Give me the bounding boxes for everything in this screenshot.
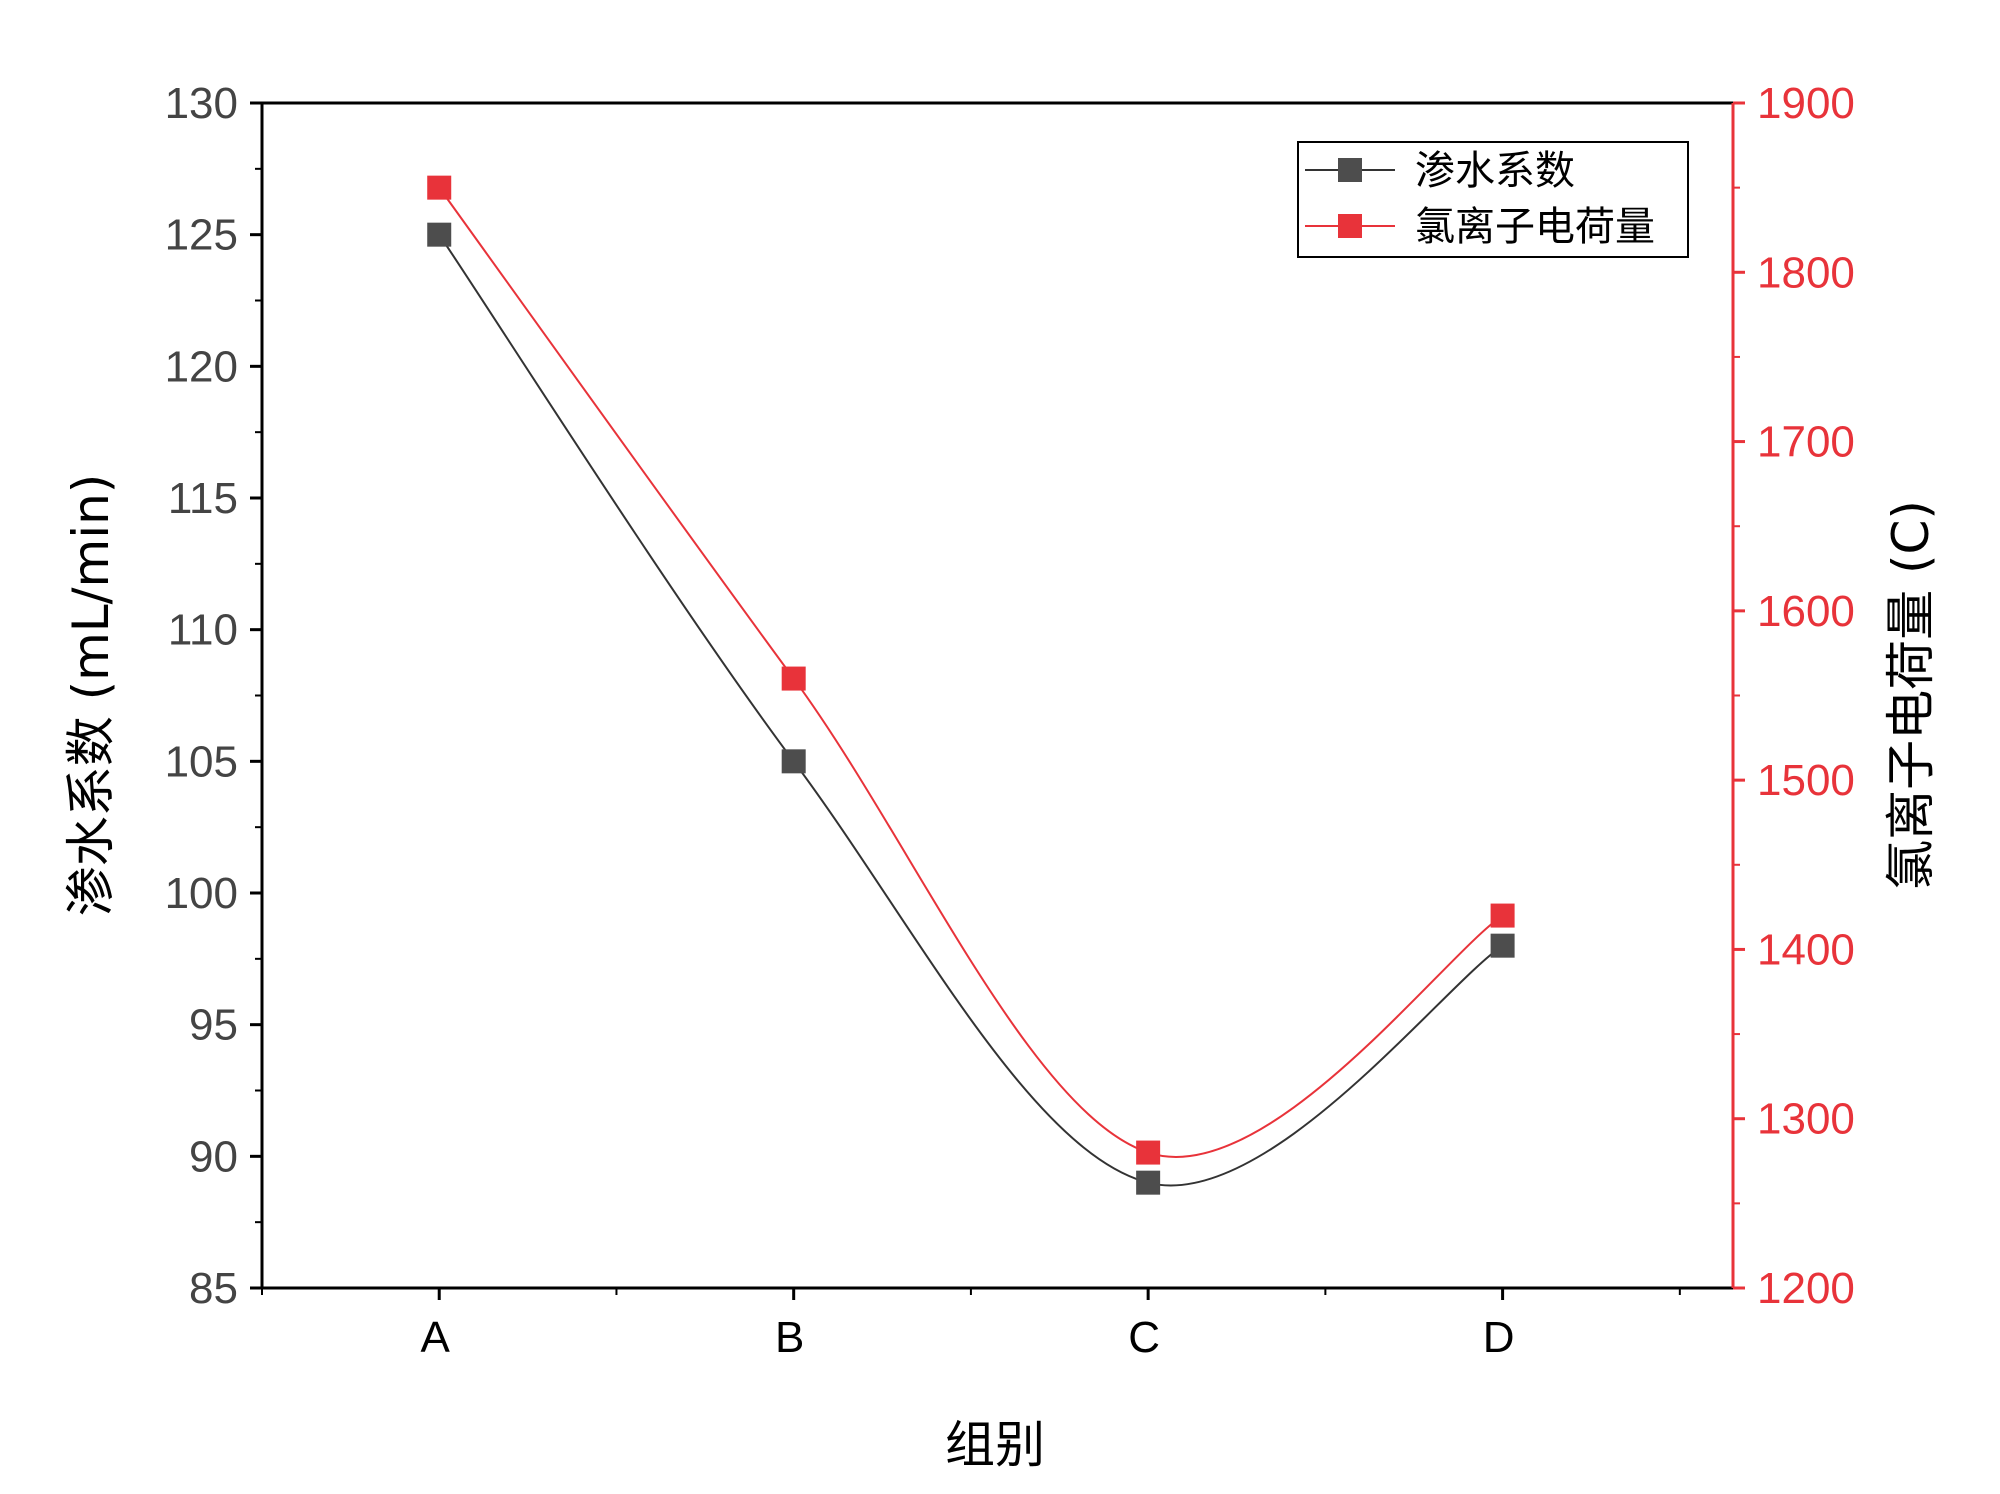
y-axis-left-title: 渗水系数 (mL/min) <box>62 474 120 917</box>
data-point-series0-D <box>1490 933 1515 958</box>
y-left-tick-label: 130 <box>165 79 238 128</box>
legend-marker-seepage <box>1338 158 1362 182</box>
y-left-tick-label: 115 <box>168 474 238 523</box>
y-left-tick-label: 85 <box>189 1264 238 1313</box>
legend-box <box>1297 141 1689 258</box>
y-right-tick-label: 1500 <box>1757 756 1855 805</box>
x-tick-label: C <box>1128 1313 1160 1362</box>
series-line-0 <box>438 234 1504 1187</box>
y-right-tick-label: 1700 <box>1757 418 1855 467</box>
series-markers-layer <box>427 175 1515 1195</box>
legend-label-chloride: 氯离子电荷量 <box>1415 204 1655 250</box>
y-right-tick-label: 1800 <box>1757 248 1855 297</box>
series-line-1 <box>438 187 1504 1158</box>
y-right-tick-label: 1300 <box>1757 1095 1855 1144</box>
legend: 渗水系数 氯离子电荷量 <box>1297 141 1689 258</box>
y-left-tick-label: 125 <box>165 211 238 260</box>
y-right-tick-label: 1600 <box>1757 587 1855 636</box>
y-left-tick-label: 120 <box>165 342 238 391</box>
data-point-series1-B <box>781 666 806 691</box>
y-left-tick-label: 90 <box>189 1132 238 1181</box>
x-axis-title: 组别 <box>945 1416 1045 1474</box>
data-point-series0-C <box>1136 1170 1161 1195</box>
legend-marker-chloride <box>1338 214 1362 238</box>
data-point-series0-A <box>427 222 452 247</box>
y-left-tick-label: 105 <box>165 737 238 786</box>
x-tick-label: D <box>1483 1313 1515 1362</box>
y-right-tick-label: 1200 <box>1757 1264 1855 1313</box>
y-right-tick-label: 1400 <box>1757 925 1855 974</box>
series-lines-layer <box>438 187 1504 1187</box>
y-axis-right-title: 氯离子电荷量 (C) <box>1882 500 1940 890</box>
x-tick-label: A <box>421 1313 451 1362</box>
legend-label-seepage: 渗水系数 <box>1415 148 1575 194</box>
data-point-series1-D <box>1490 903 1515 928</box>
y-left-tick-label: 100 <box>165 869 238 918</box>
y-left-tick-label: 110 <box>168 606 238 655</box>
y-left-tick-label: 95 <box>189 1001 238 1050</box>
data-point-series1-A <box>427 175 452 200</box>
axes-layer: 85 90 95 100 105 110 115 120 125 130 1200 1300 1400 1… <box>165 79 1855 1362</box>
data-point-series1-C <box>1136 1140 1161 1165</box>
data-point-series0-B <box>781 749 806 774</box>
x-tick-label: B <box>775 1313 804 1362</box>
y-right-tick-label: 1900 <box>1757 79 1855 128</box>
